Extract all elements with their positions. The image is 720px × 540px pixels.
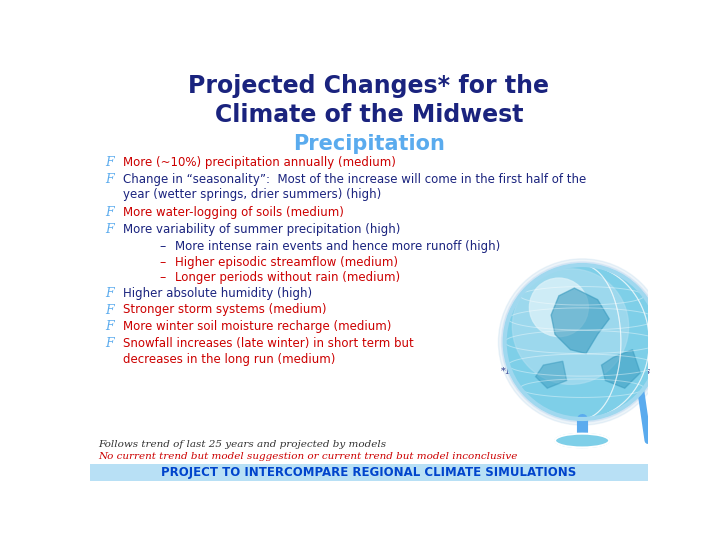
- Text: Follows trend of last 25 years and projected by models: Follows trend of last 25 years and proje…: [98, 440, 386, 449]
- Text: More variability of summer precipitation (high): More variability of summer precipitation…: [122, 224, 400, 237]
- Text: –: –: [160, 256, 166, 269]
- Text: F: F: [106, 320, 114, 333]
- Text: Snowfall increases (late winter) in short term but
decreases in the long run (me: Snowfall increases (late winter) in shor…: [122, 338, 413, 366]
- Ellipse shape: [555, 434, 609, 448]
- Text: PROJECT TO INTERCOMPARE REGIONAL CLIMATE SIMULATIONS: PROJECT TO INTERCOMPARE REGIONAL CLIMATE…: [161, 466, 577, 479]
- Text: Stronger storm systems (medium): Stronger storm systems (medium): [122, 303, 326, 316]
- Text: F: F: [106, 303, 114, 316]
- Circle shape: [529, 278, 588, 336]
- Text: Higher absolute humidity (high): Higher absolute humidity (high): [122, 287, 312, 300]
- Text: Longer periods without rain (medium): Longer periods without rain (medium): [175, 271, 400, 284]
- Text: F: F: [106, 206, 114, 219]
- Text: F: F: [106, 287, 114, 300]
- Text: More water-logging of soils (medium): More water-logging of soils (medium): [122, 206, 343, 219]
- Text: No current trend but model suggestion or current trend but model inconclusive: No current trend but model suggestion or…: [98, 452, 517, 461]
- Polygon shape: [536, 361, 567, 388]
- Text: Projected Changes* for the: Projected Changes* for the: [189, 74, 549, 98]
- Text: More winter soil moisture recharge (medium): More winter soil moisture recharge (medi…: [122, 320, 391, 333]
- Text: F: F: [106, 338, 114, 350]
- Circle shape: [498, 259, 666, 425]
- Text: More (~10%) precipitation annually (medium): More (~10%) precipitation annually (medi…: [122, 156, 395, 168]
- Circle shape: [513, 269, 629, 384]
- Text: *Estimated from IPCC reports: *Estimated from IPCC reports: [500, 367, 650, 376]
- Text: F: F: [106, 173, 114, 186]
- Polygon shape: [601, 350, 640, 388]
- Text: –: –: [160, 240, 166, 253]
- Polygon shape: [551, 288, 609, 354]
- Text: F: F: [106, 156, 114, 168]
- Text: More intense rain events and hence more runoff (high): More intense rain events and hence more …: [175, 240, 500, 253]
- Text: Precipitation: Precipitation: [293, 134, 445, 154]
- Text: Change in “seasonality”:  Most of the increase will come in the first half of th: Change in “seasonality”: Most of the inc…: [122, 173, 586, 201]
- Text: –: –: [160, 271, 166, 284]
- Text: Higher episodic streamflow (medium): Higher episodic streamflow (medium): [175, 256, 398, 269]
- Text: Climate of the Midwest: Climate of the Midwest: [215, 103, 523, 127]
- Text: F: F: [106, 224, 114, 237]
- Circle shape: [502, 262, 662, 422]
- Bar: [90, 464, 648, 481]
- Circle shape: [505, 265, 660, 419]
